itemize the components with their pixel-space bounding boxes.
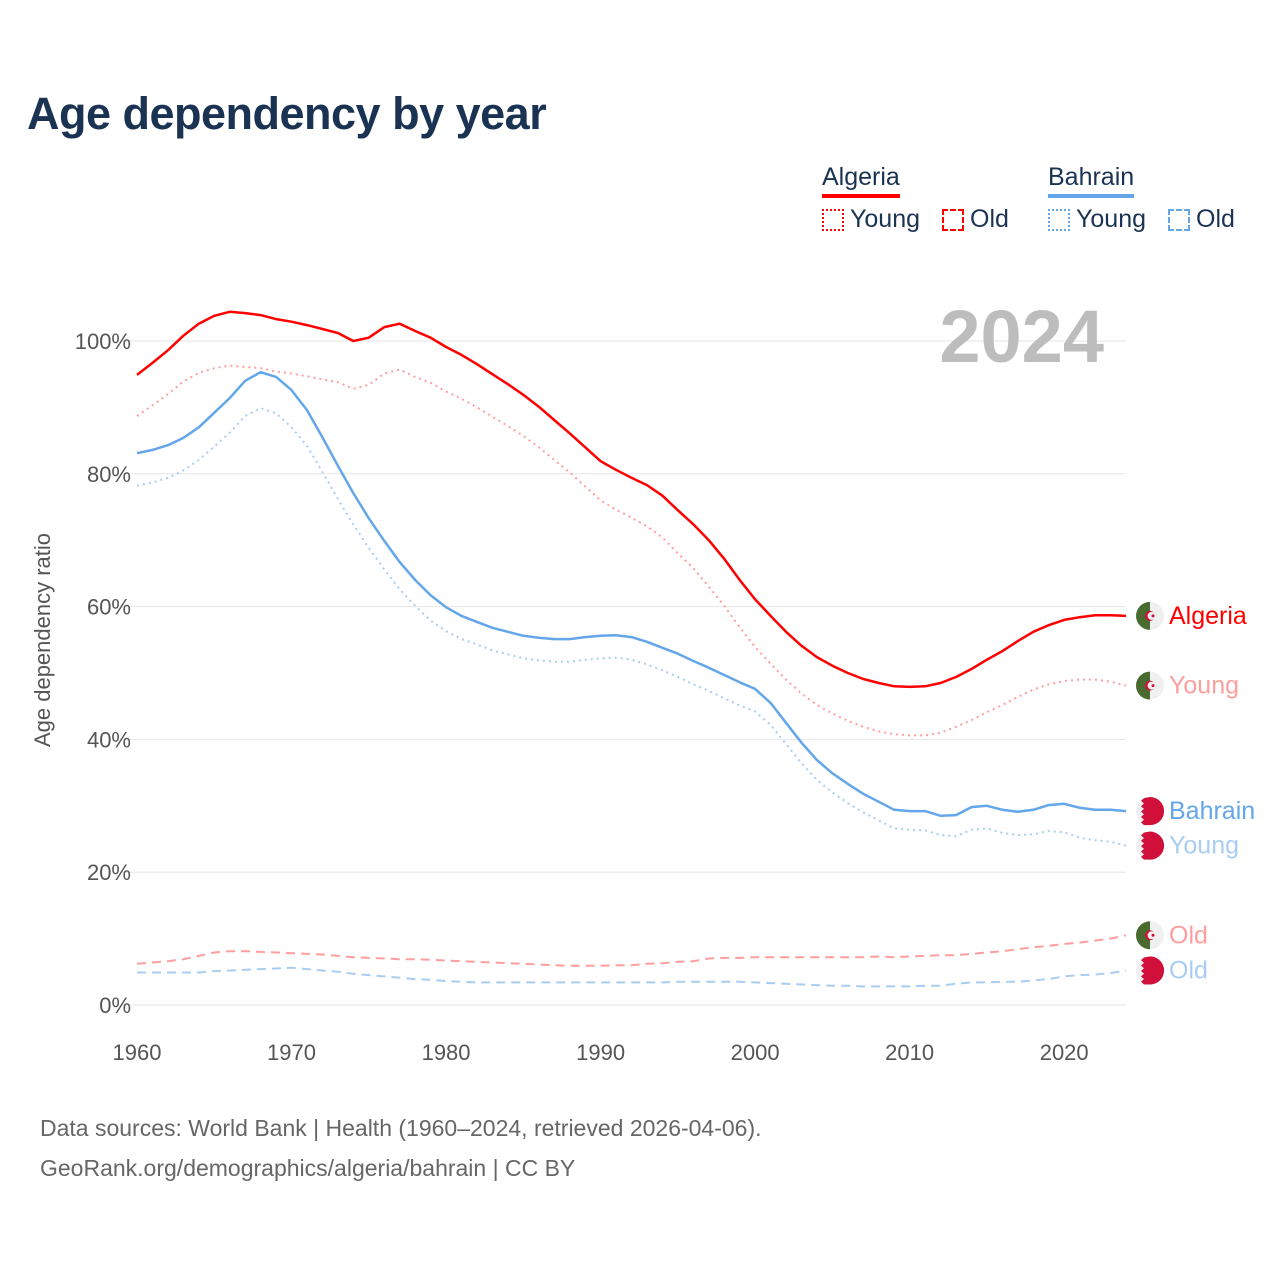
series-line-algeria-young[interactable] bbox=[136, 364, 1127, 737]
x-tick-label: 2020 bbox=[1040, 1040, 1089, 1065]
flag-algeria-icon bbox=[1136, 921, 1164, 950]
legend-item-algeria-old[interactable]: Old bbox=[942, 205, 1009, 234]
y-tick-label: 40% bbox=[87, 727, 131, 752]
legend-label: Young bbox=[1076, 205, 1146, 233]
dashed-swatch-icon bbox=[1168, 208, 1190, 231]
source-line-1: Data sources: World Bank | Health (1960–… bbox=[40, 1115, 762, 1141]
series-line-algeria-old[interactable] bbox=[136, 934, 1127, 967]
source-line-2[interactable]: GeoRank.org/demographics/algeria/bahrain… bbox=[40, 1155, 576, 1181]
y-tick-label: 100% bbox=[75, 329, 131, 354]
x-tick-label: 2000 bbox=[731, 1040, 780, 1065]
legend-item-bahrain-young[interactable]: Young bbox=[1048, 205, 1146, 234]
flag-bahrain-icon bbox=[1136, 831, 1164, 860]
end-label-bahrain-old: Old bbox=[1169, 956, 1208, 984]
legend-item-bahrain-old[interactable]: Old bbox=[1168, 205, 1235, 234]
chart-title: Age dependency by year bbox=[27, 88, 547, 139]
x-tick-label: 1960 bbox=[113, 1040, 162, 1065]
end-label-algeria-young: Young bbox=[1169, 672, 1239, 700]
end-label-bahrain: Bahrain bbox=[1169, 797, 1255, 825]
flag-bahrain-icon bbox=[1136, 797, 1164, 826]
y-tick-label: 20% bbox=[87, 860, 131, 885]
dotted-swatch-icon bbox=[1048, 208, 1070, 231]
y-tick-label: 0% bbox=[99, 993, 131, 1018]
y-axis-label: Age dependency ratio bbox=[30, 533, 55, 747]
source-note: Data sources: World Bank | Health (1960–… bbox=[40, 1108, 762, 1188]
flag-bahrain-icon bbox=[1136, 956, 1164, 985]
x-tick-label: 2010 bbox=[885, 1040, 934, 1065]
end-label-algeria: Algeria bbox=[1169, 602, 1247, 630]
y-tick-label: 80% bbox=[87, 462, 131, 487]
legend-label: Young bbox=[850, 205, 920, 233]
legend-label: Old bbox=[1196, 205, 1235, 233]
x-tick-label: 1980 bbox=[422, 1040, 471, 1065]
line-chart: 0% 20% 40% 60% 80% 100% 1960 1970 1980 1990 2000 20… bbox=[30, 295, 1255, 1065]
y-tick-label: 60% bbox=[87, 595, 131, 620]
flag-algeria-icon bbox=[1136, 671, 1164, 700]
dotted-swatch-icon bbox=[822, 208, 844, 231]
flag-algeria-icon bbox=[1136, 601, 1164, 630]
legend-label: Old bbox=[970, 205, 1009, 233]
series-line-bahrain[interactable] bbox=[136, 370, 1127, 818]
series-line-algeria[interactable] bbox=[136, 310, 1127, 689]
series-line-bahrain-old[interactable] bbox=[137, 966, 1127, 988]
legend-country-algeria[interactable]: Algeria bbox=[822, 163, 900, 198]
year-watermark: 2024 bbox=[939, 295, 1104, 378]
end-label-algeria-old: Old bbox=[1169, 921, 1208, 949]
legend-item-algeria-young[interactable]: Young bbox=[822, 205, 920, 234]
legend-country-bahrain[interactable]: Bahrain bbox=[1048, 163, 1135, 198]
x-tick-label: 1990 bbox=[576, 1040, 625, 1065]
series-line-bahrain-young[interactable] bbox=[136, 407, 1127, 847]
x-tick-label: 1970 bbox=[267, 1040, 316, 1065]
dashed-swatch-icon bbox=[942, 208, 964, 231]
end-label-bahrain-young: Young bbox=[1169, 832, 1239, 860]
